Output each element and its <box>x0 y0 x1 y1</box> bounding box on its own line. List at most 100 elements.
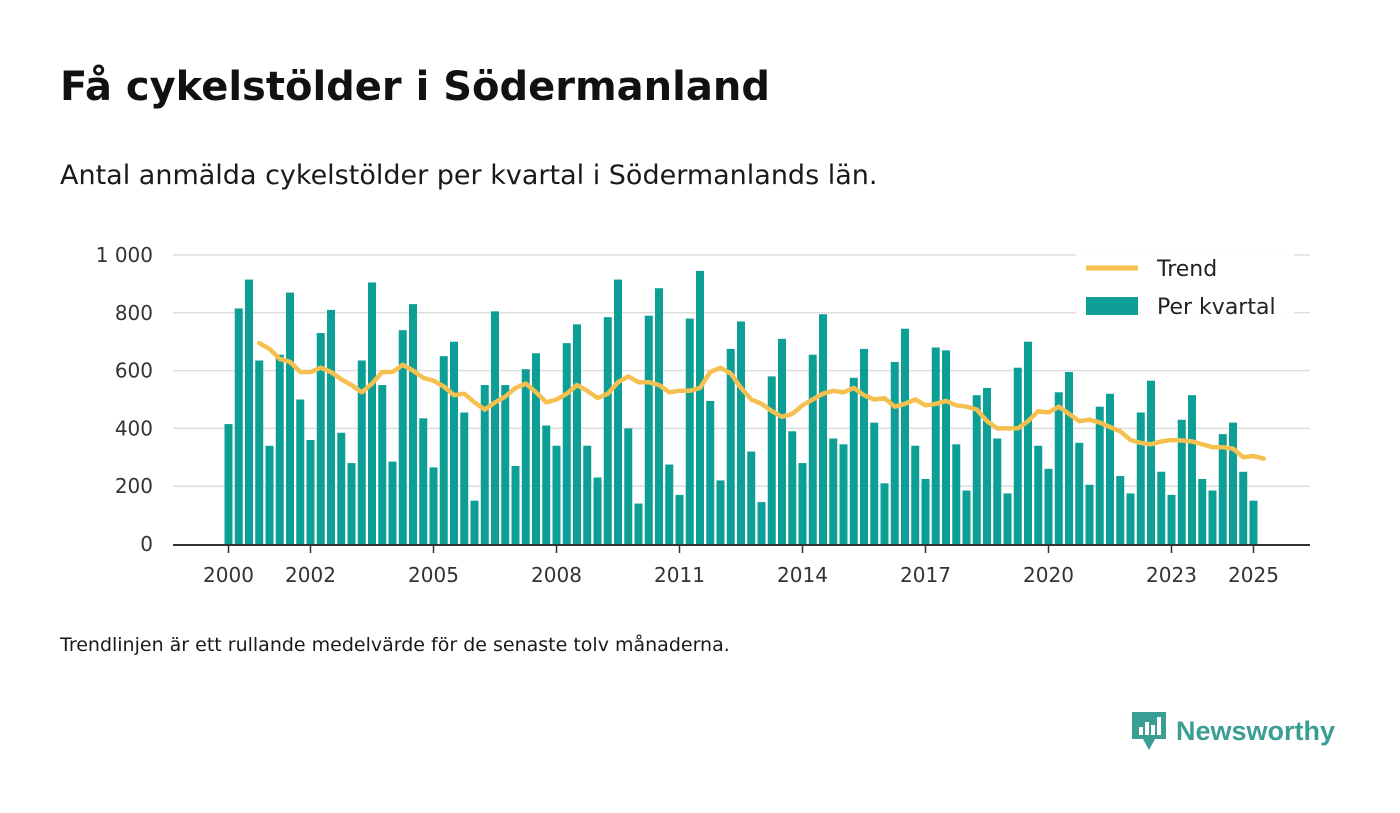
bar <box>593 477 602 544</box>
x-tick-label: 2005 <box>408 563 459 587</box>
bar <box>552 445 561 544</box>
bar <box>1116 476 1125 544</box>
bar <box>726 348 735 544</box>
bar <box>306 439 315 544</box>
bar <box>224 424 233 544</box>
bar <box>1085 484 1094 544</box>
x-tick-label: 2023 <box>1146 563 1197 587</box>
brand-logo: Newsworthy <box>1132 712 1335 750</box>
bar <box>460 412 469 544</box>
bar <box>368 282 376 544</box>
bar <box>255 360 264 544</box>
bar <box>1013 367 1022 544</box>
y-tick-label: 1 000 <box>96 243 153 267</box>
legend-bar-label: Per kvartal <box>1157 295 1276 320</box>
legend-background <box>1076 248 1294 330</box>
y-tick-label: 600 <box>115 359 153 383</box>
bar <box>511 465 520 544</box>
bar <box>1208 490 1217 544</box>
brand-name: Newsworthy <box>1176 715 1336 746</box>
bar <box>696 270 704 544</box>
bar <box>275 354 284 544</box>
bar <box>1024 341 1032 544</box>
bar <box>501 385 510 544</box>
bar <box>429 467 438 544</box>
bar <box>644 315 653 544</box>
bar <box>655 288 663 544</box>
bar <box>624 428 633 544</box>
bar <box>521 369 530 544</box>
bar <box>880 483 889 544</box>
bar <box>1054 392 1063 544</box>
bar <box>1095 406 1104 544</box>
bar <box>327 309 335 544</box>
bar <box>921 478 930 544</box>
x-tick-label: 2000 <box>203 563 254 587</box>
bar <box>685 318 694 544</box>
bar <box>716 480 725 544</box>
x-tick-label: 2014 <box>777 563 828 587</box>
bar <box>942 350 950 544</box>
bar <box>603 317 612 544</box>
bar <box>737 321 745 544</box>
bar <box>1044 468 1053 544</box>
trend-line <box>257 340 1267 461</box>
bar <box>1136 412 1145 544</box>
bar <box>1229 422 1237 544</box>
bar <box>491 311 499 544</box>
bar <box>983 387 991 544</box>
bar <box>1065 372 1073 544</box>
bar <box>450 341 458 544</box>
x-tick-label: 2011 <box>654 563 705 587</box>
bar <box>409 304 417 544</box>
bar <box>398 330 407 544</box>
x-tick-label: 2020 <box>1023 563 1074 587</box>
bar <box>706 400 715 544</box>
bar <box>1188 395 1196 544</box>
bar <box>808 354 817 544</box>
bar <box>583 445 592 544</box>
bar <box>788 431 797 544</box>
chart-footnote: Trendlinjen är ett rullande medelvärde f… <box>60 634 730 656</box>
bar <box>1177 419 1186 544</box>
bar <box>1218 434 1227 544</box>
legend-trend-label: Trend <box>1156 257 1217 282</box>
bar <box>1167 494 1176 544</box>
bar <box>1106 393 1114 544</box>
bar <box>778 338 786 544</box>
bar <box>337 432 346 544</box>
bar <box>245 279 253 544</box>
bar <box>296 399 305 544</box>
bar <box>419 418 428 544</box>
x-tick-label: 2017 <box>900 563 951 587</box>
bar <box>849 377 858 544</box>
chart-subtitle: Antal anmälda cykelstölder per kvartal i… <box>60 160 878 191</box>
bar <box>675 494 684 544</box>
bar <box>767 376 776 544</box>
bar <box>911 445 920 544</box>
bar <box>1157 471 1166 544</box>
x-tick-label: 2002 <box>285 563 336 587</box>
bar <box>952 444 961 544</box>
bar <box>234 308 243 544</box>
bar <box>614 279 622 544</box>
bar <box>829 438 838 544</box>
x-tick-label: 2025 <box>1228 563 1279 587</box>
bar <box>1249 500 1258 544</box>
x-tick-label: 2008 <box>531 563 582 587</box>
bar <box>532 353 540 544</box>
chart-title: Få cykelstölder i Södermanland <box>60 64 770 110</box>
bar <box>286 292 294 544</box>
y-tick-label: 200 <box>115 474 153 498</box>
bar <box>542 425 551 544</box>
bar <box>388 461 397 544</box>
bar <box>1239 471 1248 544</box>
bar <box>931 347 940 544</box>
bar <box>1198 478 1207 544</box>
bar <box>634 503 643 544</box>
bar <box>470 500 479 544</box>
bar <box>347 463 356 544</box>
bar <box>747 451 756 544</box>
bar <box>972 395 981 544</box>
